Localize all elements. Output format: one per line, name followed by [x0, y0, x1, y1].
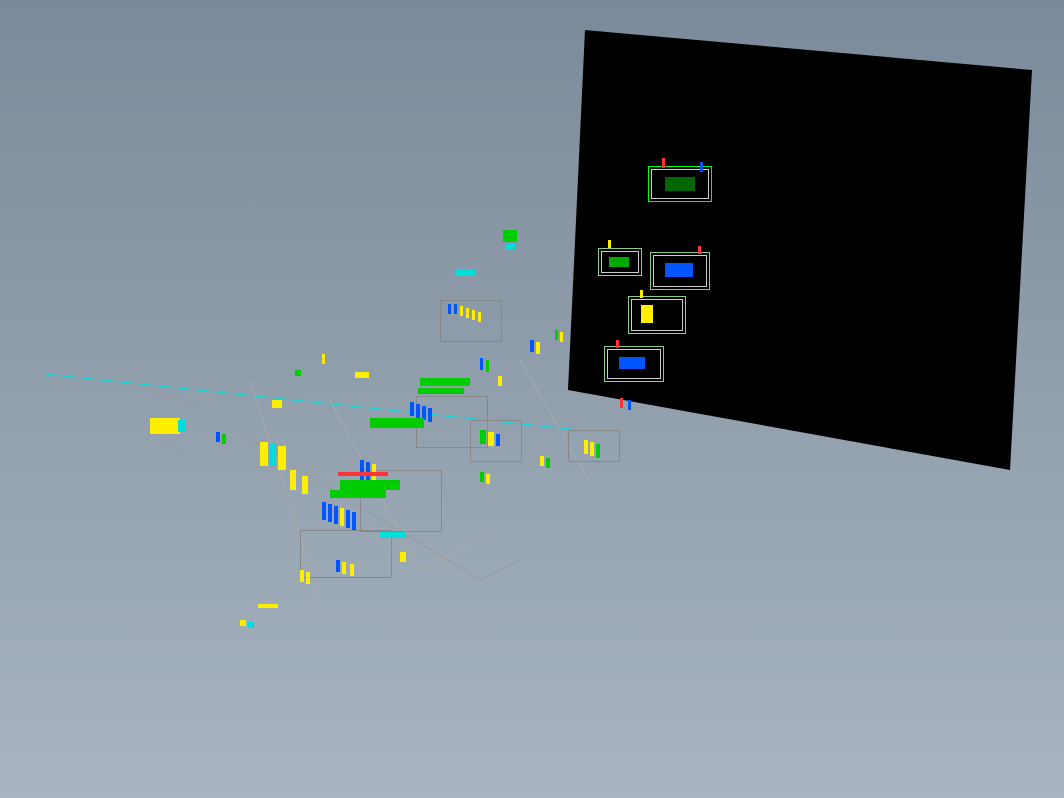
cad-entity — [555, 330, 558, 340]
cad-entity — [416, 404, 420, 418]
cad-entity — [322, 354, 325, 364]
panel-frame — [628, 296, 686, 334]
cad-entity — [340, 480, 400, 490]
cad-entity — [334, 506, 338, 524]
cad-entity — [496, 434, 500, 446]
cad-entity — [340, 508, 344, 526]
cad-entity — [322, 502, 326, 520]
panel-frame — [604, 346, 664, 382]
cad-entity — [278, 446, 286, 470]
cad-3d-viewport[interactable] — [0, 0, 1064, 798]
cad-entity — [546, 458, 550, 468]
black-panel — [0, 0, 1064, 798]
panel-frame — [598, 248, 642, 276]
cad-entity — [460, 306, 463, 316]
cad-entity — [486, 360, 489, 372]
panel-mark — [640, 290, 643, 298]
cad-entity — [536, 342, 540, 354]
panel-mark — [608, 240, 611, 248]
cad-entity — [295, 370, 301, 376]
cad-entity — [248, 622, 254, 628]
cad-entity — [596, 444, 600, 458]
cad-entity — [480, 358, 483, 370]
cad-entity — [488, 432, 494, 446]
cad-entity — [350, 564, 354, 576]
cad-entity — [178, 420, 186, 432]
ground-box — [568, 430, 620, 462]
cad-entity — [240, 620, 246, 626]
cad-entity — [498, 376, 502, 386]
cad-entity — [328, 504, 332, 522]
cad-entity — [338, 472, 388, 476]
cad-entity — [150, 418, 180, 434]
cad-entity — [360, 460, 364, 480]
panel-frame — [650, 252, 710, 290]
cad-entity — [260, 442, 268, 466]
cad-entity — [306, 572, 310, 584]
cad-entity — [355, 372, 369, 378]
cad-entity — [258, 604, 278, 608]
cad-entity — [428, 408, 432, 422]
cad-entity — [620, 398, 623, 408]
cad-entity — [628, 400, 631, 410]
cad-entity — [380, 532, 406, 538]
cad-entity — [342, 562, 346, 574]
ground-box — [300, 530, 392, 578]
panel-mark — [700, 162, 703, 172]
cad-entity — [590, 442, 594, 456]
panel-mark — [698, 246, 701, 254]
cad-entity — [454, 304, 457, 314]
cad-entity — [478, 312, 481, 322]
cad-entity — [336, 560, 340, 572]
panel-mark — [616, 340, 619, 348]
cad-entity — [480, 430, 486, 444]
cad-entity — [300, 570, 304, 582]
cad-entity — [290, 470, 296, 490]
cad-entity — [400, 552, 406, 562]
cad-entity — [480, 472, 484, 482]
cad-entity — [346, 510, 350, 528]
cad-entity — [472, 310, 475, 320]
cad-entity — [216, 432, 220, 442]
cad-entity — [370, 418, 424, 428]
cad-entity — [222, 434, 226, 444]
cad-entity — [486, 474, 490, 484]
cad-entity — [302, 476, 308, 494]
cad-entity — [352, 512, 356, 530]
cad-entity — [560, 332, 563, 342]
cad-entity — [410, 402, 414, 416]
cad-entity — [448, 304, 451, 314]
cad-entity — [503, 230, 517, 242]
cad-entity — [466, 308, 469, 318]
cad-entity — [420, 378, 470, 386]
panel-mark — [662, 158, 665, 168]
cad-entity — [330, 490, 386, 498]
cad-entity — [272, 400, 282, 408]
cad-entity — [418, 388, 464, 394]
cad-entity — [530, 340, 534, 352]
cad-entity — [455, 270, 475, 276]
cad-entity — [540, 456, 544, 466]
ground-wireframe — [0, 0, 1064, 798]
cad-entity — [270, 444, 276, 466]
cad-entity — [505, 244, 515, 250]
cad-entity — [584, 440, 588, 454]
